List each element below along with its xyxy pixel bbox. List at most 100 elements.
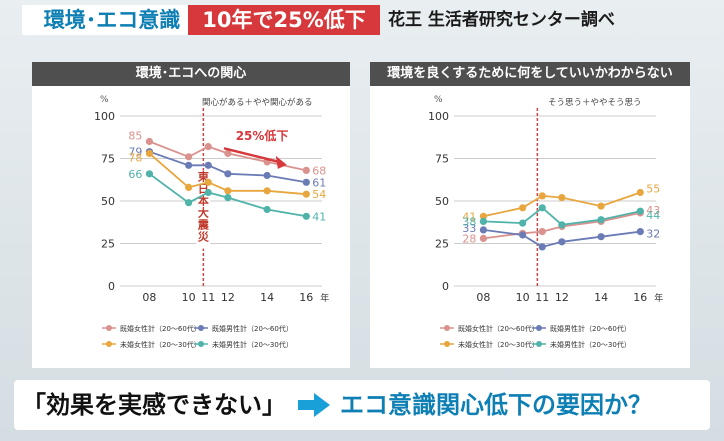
x-tick-label: 08 [476, 291, 490, 304]
chart-subtitle: 関心がある＋やや関心がある [202, 97, 313, 108]
series-end-label: 32 [646, 228, 660, 241]
series-start-label: 28 [462, 232, 476, 245]
series-start-label: 33 [462, 222, 476, 235]
series-line [148, 173, 307, 218]
data-point [204, 188, 212, 197]
legend-swatch-dot [536, 341, 542, 347]
data-point [597, 216, 605, 224]
data-point [636, 228, 644, 236]
data-point [302, 212, 310, 220]
legend-entry: 未婚男性計（20〜30代） [212, 340, 293, 349]
legend-swatch-dot [444, 325, 450, 331]
chart-subtitle: そう思う＋ややそう思う [548, 98, 642, 108]
data-point [519, 231, 527, 239]
y-tick-label: 25 [101, 238, 115, 251]
callout-text: 25%低下 [236, 128, 289, 143]
legend-entry: 未婚男性計（20〜30代） [550, 340, 631, 349]
x-tick-label: 12 [555, 291, 569, 304]
data-point [145, 137, 154, 146]
data-point [538, 228, 546, 236]
series-start-label: 41 [462, 210, 476, 223]
y-tick-label: 50 [435, 195, 449, 208]
series-end-label: 41 [312, 210, 326, 223]
series-end-label: 55 [646, 183, 660, 196]
x-axis-unit: 年 [654, 292, 663, 304]
y-tick-label: 100 [428, 110, 449, 123]
data-point [224, 194, 232, 202]
series-start-label: 78 [128, 151, 142, 164]
x-tick-label: 16 [633, 291, 647, 304]
series-start-label: 79 [128, 146, 142, 159]
callout-arrow-head [275, 155, 287, 169]
series-line [483, 191, 641, 218]
legend-swatch-dot [106, 325, 112, 331]
caption-bar [14, 380, 710, 430]
data-point [204, 161, 212, 169]
series-start-label: 85 [128, 130, 142, 143]
x-tick-label: 10 [182, 291, 196, 304]
x-tick-label: 14 [260, 291, 274, 304]
y-tick-label: 75 [435, 153, 449, 166]
series-line [148, 152, 307, 196]
x-tick-label: 12 [221, 291, 235, 304]
data-point [479, 212, 488, 220]
headline-title: 環境･エコ意識 [22, 5, 202, 35]
data-point [636, 188, 644, 197]
chart-title-interest: 環境･エコへの関心 [32, 62, 350, 86]
data-point [185, 199, 193, 207]
data-point [538, 243, 546, 251]
x-tick-label: 11 [201, 291, 215, 304]
y-tick-label: 50 [101, 195, 115, 208]
data-point [145, 149, 154, 157]
series-line [149, 150, 307, 184]
headline-highlight: 10年で25%低下 [188, 5, 380, 35]
series-start-label: 66 [128, 168, 142, 181]
chart-title-unsure: 環境を良くするために何をしていいかわからない [370, 62, 690, 86]
data-point [302, 178, 310, 186]
x-axis-unit: 年 [320, 292, 329, 304]
data-point [479, 217, 488, 225]
y-tick-label: 0 [442, 280, 449, 293]
callout-arrow-shaft [223, 147, 280, 164]
legend-entry: 既婚男性計（20〜60代） [550, 324, 631, 333]
legend-swatch-dot [536, 325, 542, 331]
data-point [479, 234, 488, 242]
caption-quote: 「効果を実感できない」 [22, 391, 286, 419]
series-line [483, 206, 641, 226]
y-axis-unit: % [100, 95, 109, 105]
chart-unsure: そう思う＋ややそう思う% 0 25 50 75 100 08 10 11 12 14 16 年 28 43 3… [428, 95, 663, 349]
legend-entry: 既婚男性計（20〜60代） [212, 324, 293, 333]
y-tick-label: 75 [101, 153, 115, 166]
x-tick-label: 11 [535, 291, 549, 304]
legend-swatch-dot [106, 341, 112, 347]
data-point [479, 226, 488, 234]
x-tick-label: 08 [142, 291, 156, 304]
data-point [519, 219, 527, 227]
data-point [558, 238, 566, 246]
series-end-label: 43 [646, 204, 660, 217]
legend-entry: 既婚女性計（20〜60代） [458, 324, 539, 333]
data-point [185, 153, 193, 161]
x-tick-label: 16 [299, 291, 313, 304]
caption-conclusion: エコ意識関心低下の要因か？ [340, 391, 652, 419]
data-point [558, 194, 566, 202]
data-point [302, 190, 310, 198]
series-line [149, 140, 307, 172]
series-end-label: 44 [646, 209, 660, 222]
legend-entry: 既婚女性計（20〜60代） [120, 324, 201, 333]
data-point [224, 170, 232, 178]
data-point [263, 205, 271, 214]
series-end-label: 68 [312, 164, 326, 177]
series-line [483, 229, 641, 248]
data-point [597, 233, 605, 241]
x-tick-label: 10 [516, 291, 530, 304]
data-point [263, 187, 271, 195]
series-end-label: 61 [312, 176, 326, 189]
data-point [185, 183, 193, 191]
data-point [302, 166, 310, 174]
data-point [538, 204, 546, 212]
legend-entry: 未婚女性計（20〜30代） [120, 340, 201, 349]
chart-panel-interest: 環境･エコへの関心 関心がある＋やや関心がある% 0 25 50 75 100 08 10 11… [32, 62, 350, 368]
source-credit: 花王 生活者研究センター調べ [388, 10, 615, 30]
y-axis-unit: % [434, 95, 443, 105]
